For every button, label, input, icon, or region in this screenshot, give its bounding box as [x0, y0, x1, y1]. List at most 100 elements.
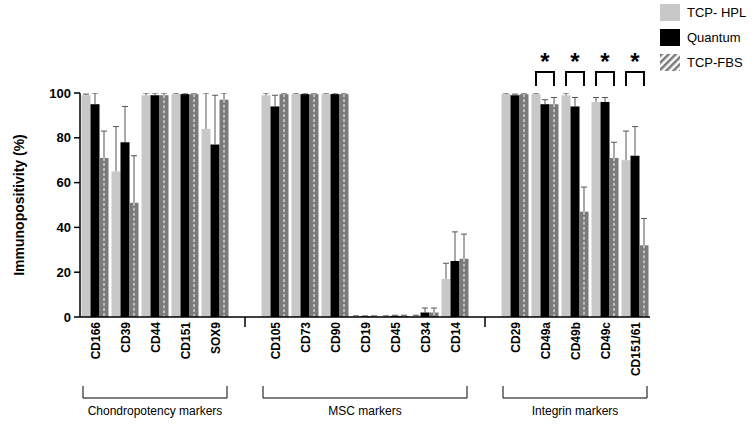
- bar-texture: [614, 158, 615, 317]
- x-tick-label: CD73: [299, 322, 313, 353]
- x-tick-label: CD90: [329, 322, 343, 353]
- error-cap: [83, 94, 89, 95]
- significance-label: *: [570, 48, 580, 75]
- legend-label: Quantum: [687, 30, 740, 45]
- y-tick: [74, 316, 80, 318]
- bar: [130, 203, 139, 317]
- chart: Immunopositivity (%)020406080100CD166CD3…: [0, 0, 755, 429]
- error-cap: [383, 315, 389, 316]
- x-tick-label: CD151: [179, 322, 193, 360]
- x-tick-label: CD29: [509, 322, 523, 353]
- plot-area: [82, 93, 649, 317]
- bar-texture: [464, 259, 465, 317]
- bar: [532, 94, 541, 317]
- bar: [511, 95, 520, 317]
- error-cap: [431, 308, 437, 309]
- error-bar: [212, 95, 218, 144]
- error-bar: [122, 106, 128, 142]
- group-label: MSC markers: [328, 404, 401, 418]
- group-separator: [484, 317, 486, 327]
- error-cap: [323, 93, 329, 94]
- x-axis: [80, 316, 650, 318]
- bar: [202, 129, 211, 317]
- bar-texture: [344, 94, 345, 317]
- error-cap: [311, 93, 317, 94]
- y-tick-label: 0: [64, 310, 71, 325]
- error-bar: [563, 93, 569, 95]
- error-bar: [152, 93, 158, 95]
- x-tick-label: CD39: [119, 322, 133, 353]
- bar: [451, 261, 460, 317]
- error-line: [584, 187, 585, 212]
- legend-label: TCP-FBS: [687, 55, 743, 70]
- error-cap: [113, 126, 119, 127]
- error-cap: [632, 126, 638, 127]
- x-tick-label: CD49a: [539, 322, 553, 360]
- error-bar: [173, 93, 179, 94]
- bar: [622, 160, 631, 317]
- legend: TCP- HPLQuantumTCP-FBS: [660, 4, 746, 71]
- error-bar: [422, 308, 428, 312]
- error-bar: [311, 93, 317, 94]
- error-line: [434, 308, 435, 312]
- error-bar: [101, 131, 107, 158]
- error-bar: [83, 94, 89, 95]
- legend-swatch: [660, 4, 680, 21]
- error-line: [116, 127, 117, 172]
- bar-texture: [314, 94, 315, 317]
- bar: [340, 94, 349, 317]
- error-bar: [602, 97, 608, 101]
- bar: [82, 95, 91, 317]
- error-cap: [92, 93, 98, 94]
- error-cap: [353, 315, 359, 316]
- error-line: [104, 131, 105, 158]
- bar-texture: [224, 100, 225, 317]
- bar: [172, 94, 181, 317]
- error-cap: [182, 93, 188, 94]
- bar: [322, 94, 331, 317]
- group-bracket: [263, 386, 467, 398]
- bar: [460, 259, 469, 317]
- y-tick: [74, 271, 80, 273]
- group-label: Integrin markers: [532, 404, 619, 418]
- error-cap: [413, 315, 419, 316]
- error-bar: [272, 95, 278, 106]
- bar: [310, 94, 319, 317]
- error-bar: [182, 93, 188, 94]
- legend-swatch: [660, 54, 680, 71]
- bar: [112, 171, 121, 317]
- error-line: [206, 93, 207, 129]
- error-bar: [143, 93, 149, 95]
- error-line: [545, 100, 546, 104]
- y-tick-label: 40: [57, 220, 71, 235]
- bar-texture: [194, 94, 195, 317]
- error-cap: [503, 93, 509, 94]
- error-bar: [263, 93, 269, 95]
- error-line: [425, 308, 426, 312]
- error-bar: [551, 97, 557, 104]
- error-cap: [302, 93, 308, 94]
- bar: [601, 102, 610, 317]
- error-cap: [143, 93, 149, 94]
- error-bar: [392, 315, 398, 317]
- bar: [211, 145, 220, 317]
- error-cap: [392, 315, 398, 316]
- y-axis: [79, 93, 81, 317]
- error-bar: [92, 93, 98, 104]
- error-cap: [221, 93, 227, 94]
- error-cap: [263, 93, 269, 94]
- error-line: [455, 232, 456, 261]
- bar: [631, 156, 640, 317]
- error-bar: [443, 263, 449, 279]
- error-bar: [332, 93, 338, 94]
- bar: [580, 212, 589, 317]
- bar-texture: [134, 203, 135, 317]
- error-cap: [452, 231, 458, 232]
- error-cap: [581, 187, 587, 188]
- bar: [100, 158, 109, 317]
- bar: [91, 104, 100, 317]
- error-cap: [161, 93, 167, 94]
- bar: [160, 95, 169, 317]
- bar-texture: [584, 212, 585, 317]
- error-cap: [101, 131, 107, 132]
